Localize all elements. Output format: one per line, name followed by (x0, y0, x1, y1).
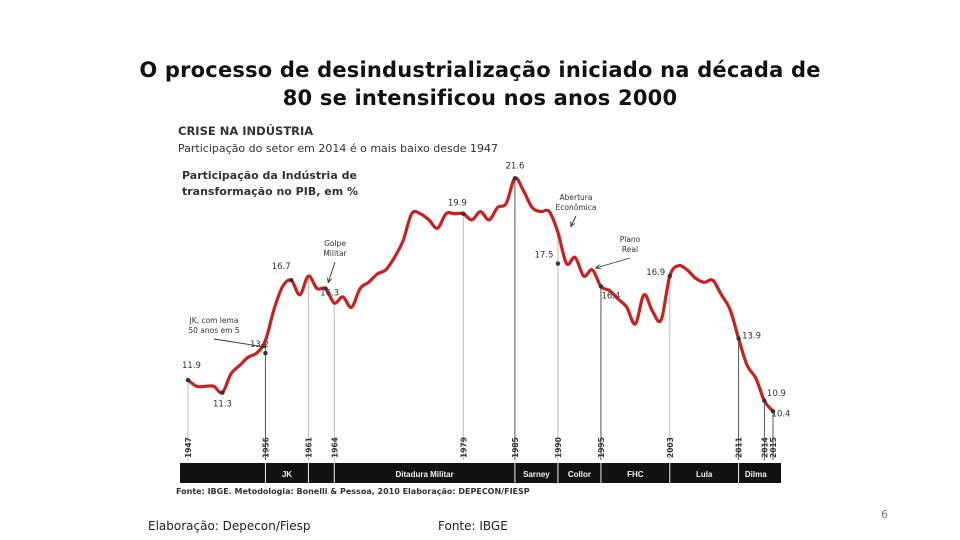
data-label-2011: 13.9 (742, 331, 761, 341)
x-tick-label-1956: 1956 (261, 437, 270, 458)
annotation-0-line-0: JK, com lema (189, 316, 239, 325)
slide-title: O processo de desindustrialização inicia… (100, 56, 860, 112)
data-label-1951: 11.3 (213, 400, 232, 410)
annotation-arrow-3 (595, 257, 631, 269)
chart-svg: CRISE NA INDÚSTRIA Participação do setor … (176, 123, 790, 496)
period-label-collor: Collor (568, 470, 591, 479)
series-line-industry-share (186, 176, 775, 413)
data-point-2003 (667, 273, 672, 279)
page-number: 6 (881, 508, 888, 521)
x-tick-label-2003: 2003 (666, 437, 675, 458)
annotation-3-line-1: Real (622, 245, 638, 254)
data-point-1979 (461, 211, 466, 216)
x-tick-label-1979: 1979 (459, 437, 468, 458)
footer-elaboration: Elaboração: Depecon/Fiesp (148, 519, 311, 533)
x-tick-label-2011: 2011 (735, 437, 744, 458)
industry-share-chart: CRISE NA INDÚSTRIA Participação do setor … (170, 118, 790, 502)
period-label-sarney: Sarney (523, 470, 550, 479)
data-point-2011 (736, 336, 741, 341)
data-point-1990 (555, 261, 561, 266)
x-tick-label-1961: 1961 (304, 437, 313, 458)
data-label-1947: 11.9 (182, 361, 201, 371)
data-label-1979: 19.9 (448, 199, 467, 209)
y-axis-label-line-1: Participação da Indústria de (182, 169, 357, 182)
x-tick-label-1985: 1985 (511, 437, 520, 458)
slide-title-line-2: 80 se intensificou nos anos 2000 (282, 86, 678, 110)
annotation-2-line-1: Econômica (556, 203, 597, 212)
annotation-arrowhead-2 (570, 221, 576, 228)
data-point-1956 (263, 350, 268, 356)
data-point-1947 (185, 377, 191, 383)
data-label-2003: 16.9 (646, 268, 665, 278)
annotation-arrowhead-3 (594, 264, 601, 270)
period-bar-background (180, 463, 781, 483)
x-tick-label-1947: 1947 (184, 437, 193, 458)
footer-source: Fonte: IBGE (438, 519, 508, 533)
data-point-2015 (770, 409, 776, 414)
x-tick-label-2015: 2015 (769, 437, 778, 458)
data-label-1956: 13.2 (250, 340, 269, 350)
annotation-arrowhead-0 (260, 343, 267, 349)
data-label-1959: 16.7 (272, 262, 291, 272)
period-label-fhc: FHC (627, 470, 644, 479)
data-point-2014 (762, 398, 767, 404)
data-label-1963: 16.3 (320, 289, 339, 299)
x-tick-label-1990: 1990 (554, 437, 563, 458)
x-tick-label-2014: 2014 (760, 437, 769, 458)
period-label-jk: JK (282, 470, 292, 479)
annotation-1-line-1: Militar (323, 249, 347, 258)
data-point-1951 (220, 390, 225, 395)
data-label-1990: 17.5 (534, 251, 553, 261)
period-label-dilma: Dilma (745, 470, 767, 479)
chart-subheader: Participação do setor em 2014 é o mais b… (178, 142, 498, 155)
data-point-1959 (289, 278, 294, 283)
x-tick-label-1995: 1995 (597, 437, 606, 458)
annotation-arrow-1 (327, 261, 336, 283)
annotation-2-line-0: Abertura (560, 193, 593, 202)
annotation-0-line-1: 50 anos em 5 (188, 326, 239, 335)
data-point-1985 (512, 176, 518, 181)
data-label-2015: 10.4 (772, 409, 790, 419)
annotation-arrow-2 (570, 215, 577, 227)
period-label-ditadura-militar: Ditadura Militar (395, 470, 453, 479)
annotation-arrow-0 (213, 338, 266, 348)
data-label-2014: 10.9 (767, 389, 786, 399)
chart-source-note: Fonte: IBGE. Metodologia: Bonelli & Pess… (176, 487, 530, 496)
data-point-1995 (598, 284, 604, 289)
chart-header: CRISE NA INDÚSTRIA (178, 123, 313, 138)
annotation-1-line-0: Golpe (324, 239, 346, 248)
x-tick-label-1964: 1964 (330, 437, 339, 458)
period-label-lula: Lula (696, 470, 713, 479)
data-point-1963 (323, 286, 328, 291)
slide-title-line-1: O processo de desindustrialização inicia… (139, 58, 821, 82)
annotation-3-line-0: Plano (620, 235, 641, 244)
y-axis-label-line-2: transformação no PIB, em % (182, 185, 358, 198)
data-label-1995: 16.4 (601, 291, 620, 301)
annotation-arrowhead-1 (327, 277, 333, 284)
data-label-1985: 21.6 (505, 161, 524, 171)
